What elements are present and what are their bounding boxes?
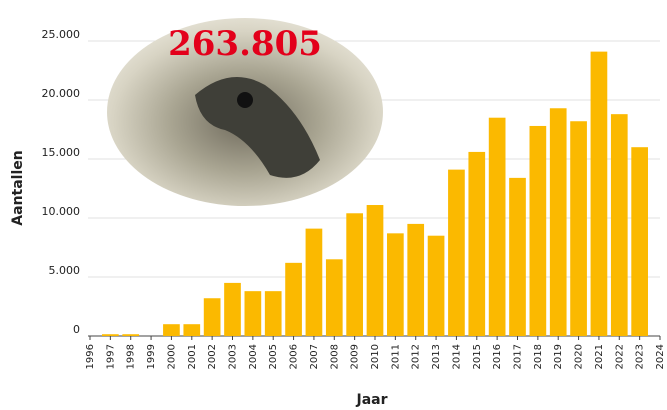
x-tick-label: 2015	[472, 344, 483, 369]
bar	[428, 236, 445, 336]
x-tick-label: 2003	[228, 344, 239, 369]
bar	[448, 170, 465, 336]
bar	[102, 334, 119, 336]
bar	[591, 52, 608, 336]
bar	[346, 213, 363, 336]
x-tick-label: 2018	[533, 344, 544, 369]
x-tick-label: 2009	[350, 344, 361, 369]
bar	[407, 224, 424, 336]
bar	[611, 114, 628, 336]
annotation: 263.805	[168, 24, 322, 64]
y-tick-label: 0	[73, 323, 80, 336]
x-tick-label: 2002	[207, 344, 218, 369]
x-tick-label: 1998	[126, 344, 137, 369]
x-tick-label: 2014	[451, 344, 462, 369]
bar	[468, 152, 485, 336]
bar	[163, 324, 180, 336]
x-tick-label: 2019	[553, 344, 564, 369]
y-axis-label: Aantallen	[10, 150, 26, 225]
x-tick-label: 1999	[146, 344, 157, 369]
bar	[265, 291, 282, 336]
x-axis-label: Jaar	[355, 392, 387, 408]
y-tick-label: 5.000	[49, 264, 81, 277]
x-tick-label: 2016	[492, 344, 503, 369]
x-tick-label: 1997	[105, 344, 116, 369]
x-tick-label: 2024	[655, 344, 666, 369]
y-tick-label: 25.000	[42, 28, 81, 41]
bar	[224, 283, 241, 336]
bar	[550, 108, 567, 336]
x-tick-label: 2006	[289, 344, 300, 369]
y-tick-label: 10.000	[42, 205, 81, 218]
y-tick-label: 20.000	[42, 87, 81, 100]
bar	[183, 324, 200, 336]
bar	[204, 298, 221, 336]
x-tick-label: 1996	[85, 344, 96, 369]
x-tick-label: 2011	[390, 344, 401, 369]
bar	[326, 259, 343, 336]
x-tick-label: 2005	[268, 344, 279, 369]
bar	[509, 178, 526, 336]
bar	[631, 147, 648, 336]
bar	[387, 233, 404, 336]
bar	[530, 126, 547, 336]
x-tick-label: 2010	[370, 344, 381, 369]
chart: 0 5.000 10.000 15.000 20.000 25.000 1996 1997 19…	[0, 0, 667, 410]
x-tick-label: 2000	[166, 344, 177, 369]
x-tick-label: 2021	[594, 344, 605, 369]
bar	[245, 291, 262, 336]
bar	[367, 205, 384, 336]
x-tick-label: 2023	[635, 344, 646, 369]
bar	[570, 121, 587, 336]
x-tick-label: 2012	[411, 344, 422, 369]
x-tick-label: 2020	[574, 344, 585, 369]
bar	[489, 118, 506, 336]
x-tick-label: 2022	[614, 344, 625, 369]
bar	[285, 263, 302, 336]
bar	[306, 229, 323, 336]
y-tick-label: 15.000	[42, 146, 81, 159]
x-tick-label: 2008	[329, 344, 340, 369]
x-tick-label: 2007	[309, 344, 320, 369]
x-tick-label: 2017	[513, 344, 524, 369]
x-tick-label: 2004	[248, 344, 259, 369]
bar	[122, 334, 139, 336]
x-tick-label: 2013	[431, 344, 442, 369]
x-tick-label: 2001	[187, 344, 198, 369]
snake-eye	[237, 92, 253, 108]
